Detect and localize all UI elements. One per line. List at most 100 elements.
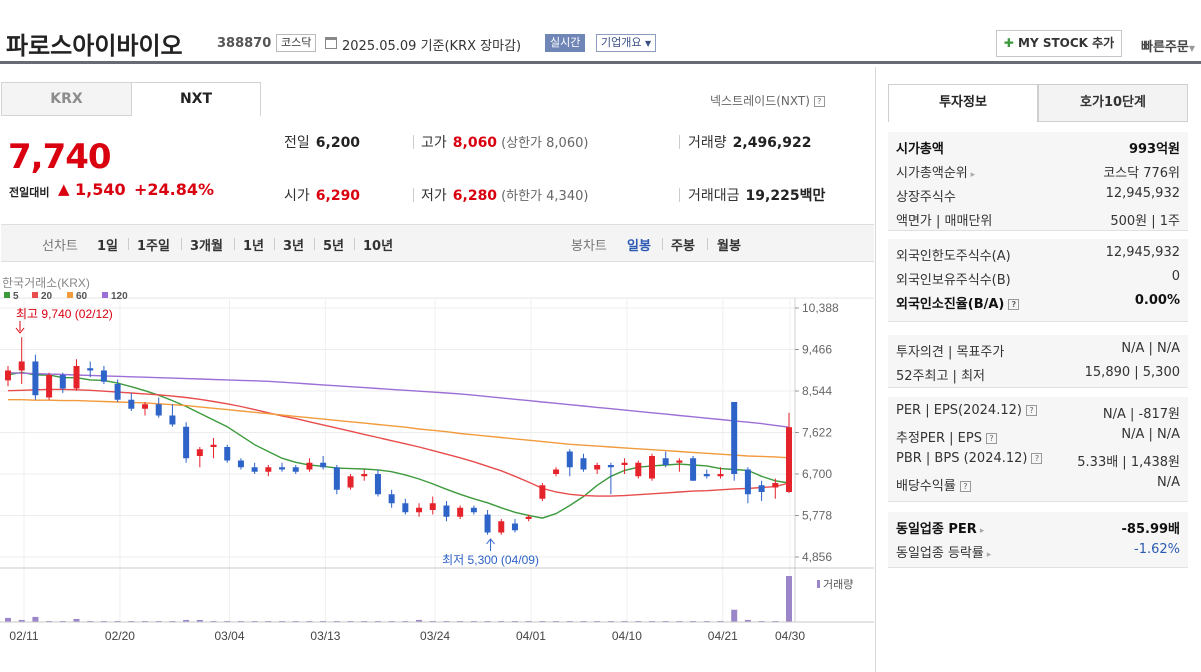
- info-label: 외국인한도주식수(A): [896, 249, 1011, 264]
- candle-body: [566, 451, 573, 468]
- help-icon[interactable]: ?: [959, 481, 971, 492]
- caret-down-icon: ▼: [644, 39, 652, 48]
- info-row[interactable]: PER | EPS(2024.12)? N/A | -817원: [896, 403, 1180, 423]
- candle-body: [333, 467, 340, 490]
- low-label: 저가: [421, 188, 447, 204]
- candle-body: [320, 462, 327, 468]
- ma-line-120: [7, 372, 790, 428]
- candle-body: [511, 523, 518, 531]
- realtime-button[interactable]: 실시간: [545, 34, 586, 52]
- x-tick-label: 03/04: [215, 629, 245, 643]
- candle-body: [676, 460, 683, 463]
- volume-bar: [470, 620, 477, 622]
- volume-bar: [443, 620, 450, 622]
- chevron-right-icon[interactable]: ▸: [967, 170, 976, 180]
- volume-bar: [306, 620, 313, 622]
- candle-body: [73, 365, 80, 389]
- low-arrow-head: [486, 538, 495, 545]
- legend-label: 20: [41, 291, 53, 302]
- nextrade-link[interactable]: 넥스트레이드(NXT) ?: [710, 92, 825, 109]
- tab-nxt[interactable]: NXT: [131, 82, 261, 116]
- candle-body: [662, 458, 669, 465]
- y-tick-label: 4,856: [802, 550, 832, 564]
- help-icon[interactable]: ?: [985, 433, 997, 444]
- info-row[interactable]: PBR | BPS (2024.12)? 5.33배 | 1,438원: [896, 451, 1180, 471]
- volume-bar: [511, 620, 518, 622]
- divider: [679, 188, 680, 202]
- volume-bar: [690, 620, 697, 622]
- info-label: 추정PER | EPS?: [896, 427, 997, 446]
- help-icon[interactable]: ?: [1031, 453, 1043, 464]
- candle-body: [772, 483, 779, 488]
- info-label: 시가총액순위 ▸: [896, 166, 976, 181]
- chevron-right-icon[interactable]: ▸: [976, 526, 985, 536]
- period-1y[interactable]: 1년: [243, 239, 265, 254]
- volume-bar: [744, 619, 751, 622]
- volume: 거래량 2,496,922: [688, 132, 811, 152]
- volume-bar: [333, 620, 340, 622]
- candle-daily[interactable]: 일봉: [627, 239, 651, 254]
- help-icon[interactable]: ?: [1008, 299, 1020, 310]
- info-row: 액면가 | 매매단위 500원 | 1주: [896, 210, 1180, 230]
- volume-bar: [46, 620, 53, 622]
- tab-krx[interactable]: KRX: [1, 82, 131, 116]
- info-row[interactable]: 추정PER | EPS? N/A | N/A: [896, 427, 1180, 447]
- divider: [181, 238, 182, 250]
- volume-bar: [388, 620, 395, 622]
- volume-bar: [114, 620, 121, 622]
- chevron-right-icon[interactable]: ▸: [983, 550, 992, 560]
- divider: [679, 135, 680, 149]
- moving-average-lines: [7, 371, 790, 519]
- divider: [274, 238, 275, 250]
- info-row[interactable]: 동일업종 PER ▸ -85.99배: [896, 518, 1180, 538]
- lower-limit: (하한가 4,340): [501, 189, 589, 204]
- period-1w[interactable]: 1주일: [137, 239, 170, 254]
- help-icon[interactable]: ?: [1025, 405, 1037, 416]
- candle-body: [142, 404, 149, 409]
- tab-hoga-10[interactable]: 호가10단계: [1038, 84, 1188, 122]
- invest-info-panel: 투자정보 호가10단계 시가총액 993억원 시가총액순위 ▸ 코스닥 776위 상장주…: [875, 67, 1201, 672]
- chart-grid: [0, 297, 874, 622]
- open-label: 시가: [284, 188, 310, 204]
- period-3m[interactable]: 3개월: [190, 239, 223, 254]
- volume-bar: [347, 620, 354, 622]
- period-5y[interactable]: 5년: [323, 239, 345, 254]
- high-label: 고가: [421, 135, 447, 151]
- volume-bar: [155, 620, 162, 622]
- divider: [128, 238, 129, 250]
- candle-body: [196, 449, 203, 456]
- info-row[interactable]: 동일업종 등락률 ▸ -1.62%: [896, 542, 1180, 562]
- mystock-add-button[interactable]: ✚ MY STOCK 추가: [996, 30, 1122, 57]
- price-panel: KRX NXT 넥스트레이드(NXT) ? 7,740 전일대비 ▲ 1,540…: [0, 67, 874, 672]
- tab-invest-info[interactable]: 투자정보: [888, 84, 1038, 122]
- change-label: 전일대비: [9, 186, 50, 199]
- info-row[interactable]: 시가총액순위 ▸ 코스닥 776위: [896, 162, 1180, 182]
- price-chart[interactable]: 10,388 9,466 8,544 7,622 6,700 5,778 4,856 02/1…: [0, 271, 874, 672]
- volume-bar: [731, 609, 738, 622]
- quick-order-button[interactable]: 빠른주문▼: [1141, 36, 1195, 55]
- candle-body: [717, 474, 724, 477]
- info-row[interactable]: 배당수익률? N/A: [896, 475, 1180, 495]
- period-10y[interactable]: 10년: [363, 239, 394, 254]
- period-1d[interactable]: 1일: [97, 239, 119, 254]
- calendar-icon: [325, 37, 337, 49]
- period-3y[interactable]: 3년: [283, 239, 305, 254]
- info-value: 코스닥 776위: [1103, 166, 1180, 181]
- volume-bar: [758, 620, 765, 622]
- y-tick-label: 8,544: [802, 384, 832, 398]
- corp-info-button[interactable]: 기업개요 ▼: [596, 34, 657, 52]
- info-row: 외국인한도주식수(A) 12,945,932: [896, 245, 1180, 265]
- volume-label: 거래량: [823, 578, 853, 591]
- info-label: 시가총액: [896, 142, 944, 157]
- info-block2: 외국인한도주식수(A) 12,945,932 외국인보유주식수(B) 0 외국인소진율(…: [888, 239, 1188, 322]
- candle-weekly[interactable]: 주봉: [671, 239, 695, 254]
- candle-monthly[interactable]: 월봉: [717, 239, 741, 254]
- stock-name: 파로스아이바이오: [6, 31, 183, 60]
- volume-bar: [224, 620, 231, 622]
- info-row[interactable]: 외국인소진율(B/A)? 0.00%: [896, 293, 1180, 313]
- volume-bar: [717, 620, 724, 622]
- volume-bar: [607, 620, 614, 622]
- candle-body: [635, 462, 642, 477]
- volume-bar: [5, 617, 11, 622]
- help-icon[interactable]: ?: [813, 96, 825, 107]
